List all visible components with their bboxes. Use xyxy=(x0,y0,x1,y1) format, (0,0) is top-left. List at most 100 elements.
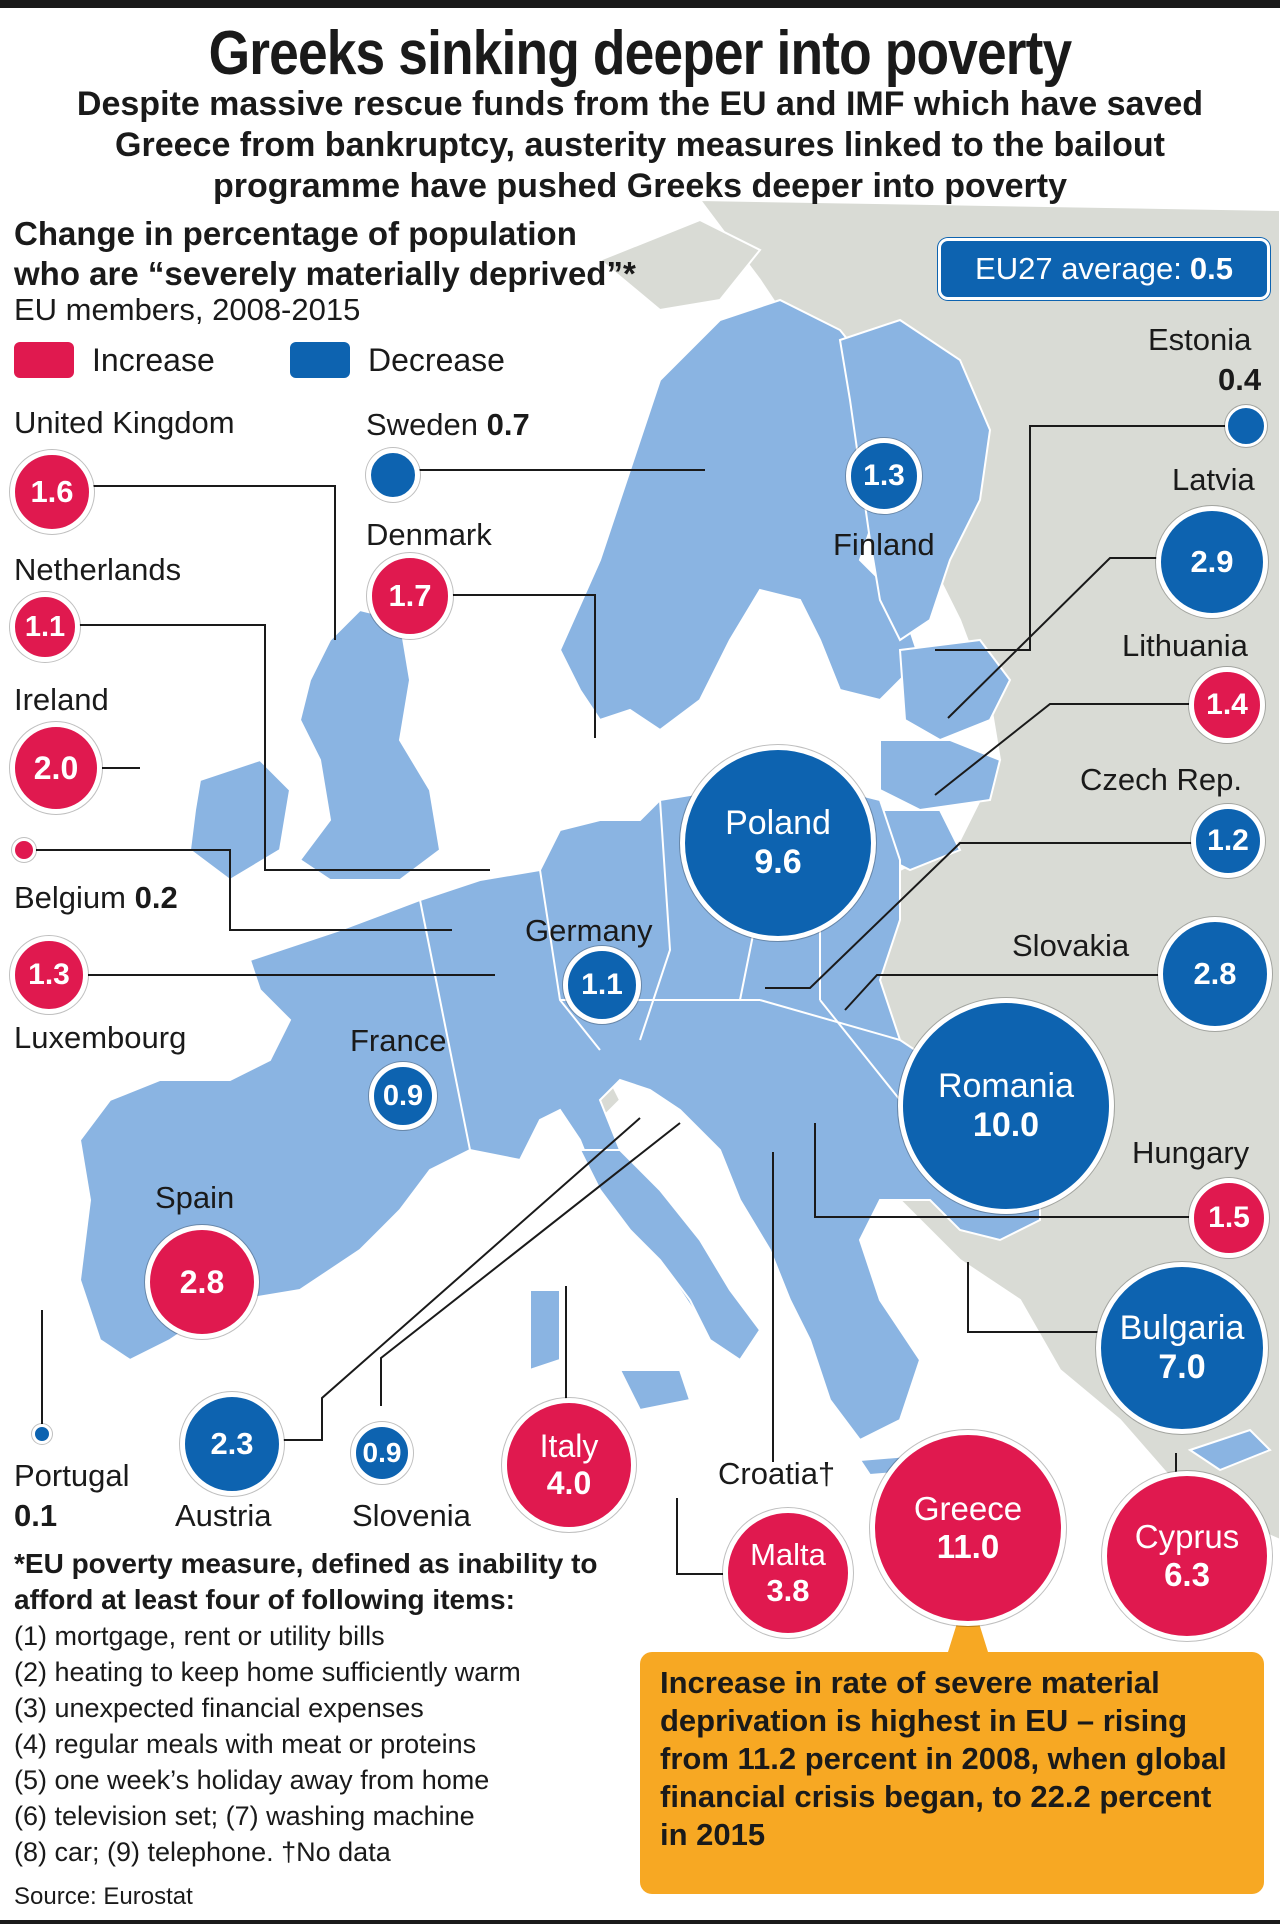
bubble-estonia xyxy=(1225,405,1267,447)
bubble-sweden xyxy=(366,448,420,502)
poland-name: Poland xyxy=(725,804,831,842)
greece-value: 11.0 xyxy=(936,1528,1000,1565)
eu-average-value: 0.5 xyxy=(1189,251,1233,286)
leader-denmark xyxy=(425,594,596,738)
chart-heading: Change in percentage of population who a… xyxy=(14,214,636,294)
bubble-lithuania: 1.4 xyxy=(1189,667,1265,743)
label-slovenia: Slovenia xyxy=(352,1498,471,1533)
label-hungary: Hungary xyxy=(1132,1135,1250,1170)
label-lithuania: Lithuania xyxy=(1122,628,1248,663)
label-netherlands: Netherlands xyxy=(14,552,182,587)
cyprus-name: Cyprus xyxy=(1134,1518,1240,1555)
bulgaria-name: Bulgaria xyxy=(1119,1309,1245,1347)
bubble-romania: Romania 10.0 xyxy=(898,998,1114,1214)
bubble-italy: Italy 4.0 xyxy=(502,1398,636,1532)
leader-lithuania xyxy=(934,703,1196,796)
cyprus-value: 6.3 xyxy=(1164,1556,1210,1593)
slovenia-value: 0.9 xyxy=(362,1437,402,1468)
footnote-item: (8) car; (9) telephone. †No data xyxy=(14,1837,391,1867)
label-croatia: Croatia† xyxy=(718,1456,836,1491)
uk-value: 1.6 xyxy=(30,474,74,509)
bubble-poland: Poland 9.6 xyxy=(680,745,876,941)
bubble-cyprus: Cyprus 6.3 xyxy=(1102,1471,1272,1641)
leader-slovenia xyxy=(380,1122,681,1406)
bubble-belgium xyxy=(12,838,36,862)
label-slovakia: Slovakia xyxy=(1012,928,1130,963)
estonia-value: 0.4 xyxy=(1218,362,1262,397)
leader-slovakia xyxy=(844,974,1160,1011)
sweden-value: 0.7 xyxy=(486,407,530,442)
bubble-malta: Malta 3.8 xyxy=(723,1508,853,1638)
leader-hungary xyxy=(814,1123,1196,1218)
italy-name: Italy xyxy=(539,1428,599,1464)
label-portugal: Portugal xyxy=(14,1458,130,1493)
footnote-item: (6) television set; (7) washing machine xyxy=(14,1801,475,1831)
bubble-ireland: 2.0 xyxy=(10,722,102,814)
footnote-heading: *EU poverty measure, defined as inabilit… xyxy=(14,1548,598,1615)
denmark-value: 1.7 xyxy=(388,578,432,613)
bubble-netherlands: 1.1 xyxy=(10,592,80,662)
bubble-luxembourg: 1.3 xyxy=(10,936,88,1014)
label-czech-rep: Czech Rep. xyxy=(1080,762,1242,797)
slovakia-value: 2.8 xyxy=(1193,956,1237,991)
footnote-item: (3) unexpected financial expenses xyxy=(14,1693,424,1723)
footnote-item: (5) one week’s holiday away from home xyxy=(14,1765,490,1795)
lithuania-value: 1.4 xyxy=(1206,688,1248,721)
poland-value: 9.6 xyxy=(754,843,802,881)
leader-netherlands xyxy=(64,624,490,871)
top-rule xyxy=(0,0,1280,8)
bubble-greece: Greece 11.0 xyxy=(870,1430,1066,1626)
bubble-hungary: 1.5 xyxy=(1189,1178,1269,1258)
legend-increase-label: Increase xyxy=(92,342,215,378)
footnote-item: (1) mortgage, rent or utility bills xyxy=(14,1621,385,1651)
malta-value: 3.8 xyxy=(766,1573,810,1608)
bubble-portugal xyxy=(32,1424,52,1444)
leader-uk xyxy=(92,485,336,640)
label-ireland: Ireland xyxy=(14,682,109,717)
label-france: France xyxy=(350,1023,447,1058)
latvia-value: 2.9 xyxy=(1190,544,1234,579)
leader-czech xyxy=(765,842,1193,989)
bubble-latvia: 2.9 xyxy=(1156,506,1268,618)
bubble-austria: 2.3 xyxy=(180,1392,284,1496)
label-latvia: Latvia xyxy=(1172,462,1255,497)
germany-value: 1.1 xyxy=(581,968,623,1001)
bulgaria-value: 7.0 xyxy=(1158,1348,1206,1386)
chart-heading-line1: Change in percentage of population xyxy=(14,215,577,252)
bottom-rule xyxy=(0,1920,1280,1924)
bubble-united-kingdom: 1.6 xyxy=(10,450,94,534)
label-spain: Spain xyxy=(155,1180,235,1215)
footnote: *EU poverty measure, defined as inabilit… xyxy=(14,1546,654,1870)
luxembourg-value: 1.3 xyxy=(28,958,70,991)
bubble-denmark: 1.7 xyxy=(367,553,453,639)
bubble-slovakia: 2.8 xyxy=(1158,917,1272,1031)
leader-estonia xyxy=(935,425,1235,651)
label-finland: Finland xyxy=(833,527,935,562)
leader-bulgaria xyxy=(967,1262,1130,1333)
label-luxembourg: Luxembourg xyxy=(14,1020,187,1055)
belgium-name: Belgium xyxy=(14,880,126,915)
page-title: Greeks sinking deeper into poverty xyxy=(208,19,1073,88)
bubble-bulgaria: Bulgaria 7.0 xyxy=(1096,1262,1268,1434)
romania-value: 10.0 xyxy=(972,1106,1040,1144)
spain-value: 2.8 xyxy=(179,1263,225,1300)
greece-name: Greece xyxy=(913,1490,1023,1527)
label-sweden: Sweden 0.7 xyxy=(366,407,530,443)
leader-latvia xyxy=(947,557,1160,719)
legend-decrease-label: Decrease xyxy=(368,342,505,378)
austria-value: 2.3 xyxy=(210,1426,254,1461)
chart-subheading: EU members, 2008-2015 xyxy=(14,292,361,327)
label-denmark: Denmark xyxy=(366,517,492,552)
eu-average-badge: EU27 average: 0.5 xyxy=(938,238,1270,300)
footnote-item: (4) regular meals with meat or proteins xyxy=(14,1729,477,1759)
belgium-value: 0.2 xyxy=(134,880,178,915)
leader-austria xyxy=(279,1117,641,1441)
sweden-name: Sweden xyxy=(366,407,479,442)
italy-value: 4.0 xyxy=(546,1465,592,1501)
ireland-value: 2.0 xyxy=(33,749,79,786)
greece-callout: Increase in rate of severe material depr… xyxy=(640,1652,1264,1894)
finland-value: 1.3 xyxy=(863,459,905,492)
bubble-slovenia: 0.9 xyxy=(351,1422,413,1484)
czech-value: 1.2 xyxy=(1207,824,1249,857)
